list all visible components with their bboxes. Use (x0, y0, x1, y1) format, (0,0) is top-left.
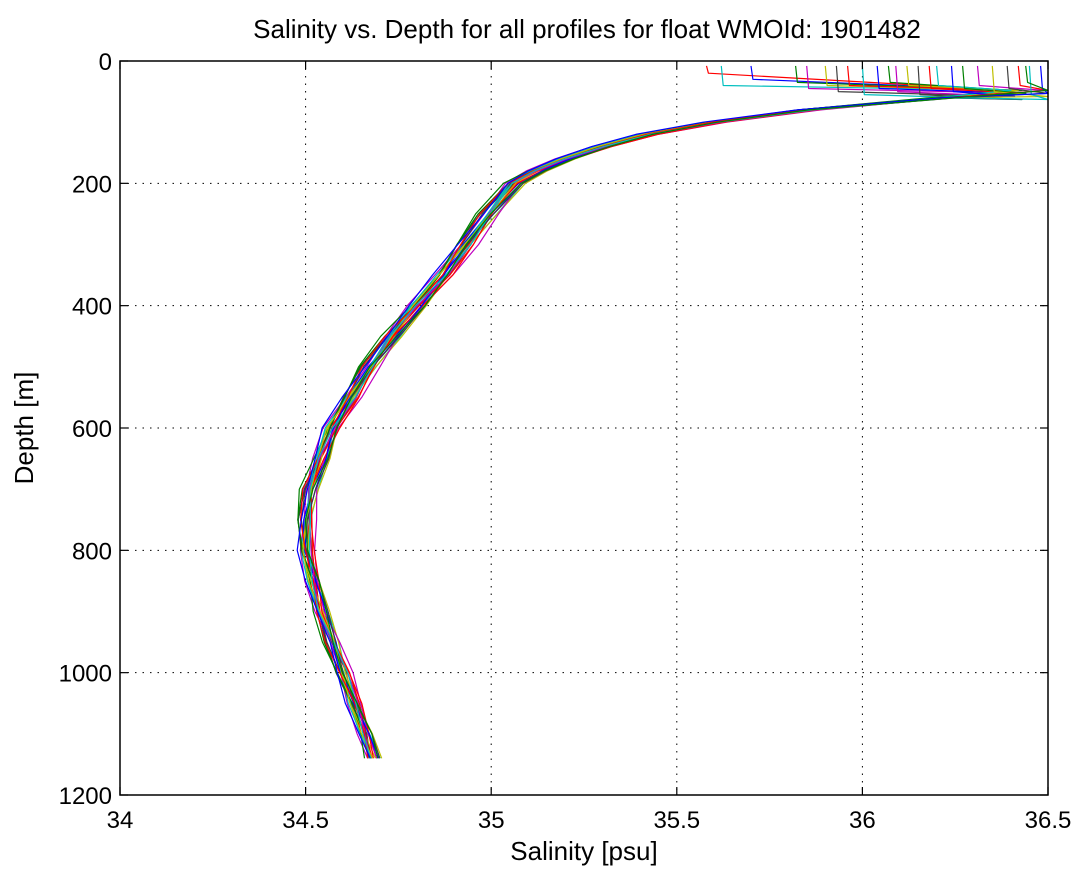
series-layer (296, 65, 1049, 759)
profile-line-11 (297, 65, 1012, 759)
y-tick-label: 1000 (59, 661, 112, 688)
profile-line-9 (300, 65, 1023, 759)
y-tick-label: 0 (99, 49, 112, 76)
x-tick-label: 35 (478, 807, 505, 834)
profile-line-21 (306, 65, 1049, 759)
x-tick-label: 35.5 (653, 807, 700, 834)
y-tick-label: 600 (72, 416, 112, 443)
profile-line-2 (306, 65, 1016, 759)
grid-layer (120, 61, 1048, 795)
x-axis-label: Salinity [psu] (510, 836, 657, 866)
profile-line-17 (304, 65, 1016, 759)
profile-line-15 (310, 65, 1027, 759)
y-tick-label: 200 (72, 171, 112, 198)
profile-line-10 (303, 65, 1027, 759)
y-axis-label: Depth [m] (9, 372, 39, 485)
profile-line-7 (300, 65, 1016, 759)
x-tick-label: 36 (849, 807, 876, 834)
profile-line-1 (306, 65, 1012, 759)
x-tick-label: 36.5 (1025, 807, 1072, 834)
profile-line-23 (308, 65, 1049, 759)
profile-line-14 (297, 65, 1023, 759)
profile-line-24 (296, 65, 1049, 759)
tick-layer: 34 34.5 35 35.5 36 36.5 0 200 400 600 800 1000 1200 (59, 49, 1072, 834)
y-tick-label: 400 (72, 294, 112, 321)
profile-line-13 (301, 65, 1019, 759)
profile-line-6 (307, 65, 1012, 759)
profile-line-16 (303, 65, 1012, 759)
profile-line-3 (297, 65, 1019, 759)
profile-line-4 (307, 65, 1023, 759)
y-tick-label: 800 (72, 538, 112, 565)
y-tick-label: 1200 (59, 783, 112, 810)
x-tick-label: 34.5 (282, 807, 329, 834)
profile-line-5 (299, 65, 1027, 759)
profile-line-12 (314, 65, 1016, 759)
profile-line-22 (300, 65, 1049, 759)
chart-title: Salinity vs. Depth for all profiles for … (253, 14, 921, 44)
x-tick-label: 34 (107, 807, 134, 834)
profile-line-20 (302, 65, 1049, 759)
profile-line-8 (310, 65, 1019, 759)
profile-line-18 (297, 65, 1027, 759)
profile-line-25 (304, 65, 1049, 759)
